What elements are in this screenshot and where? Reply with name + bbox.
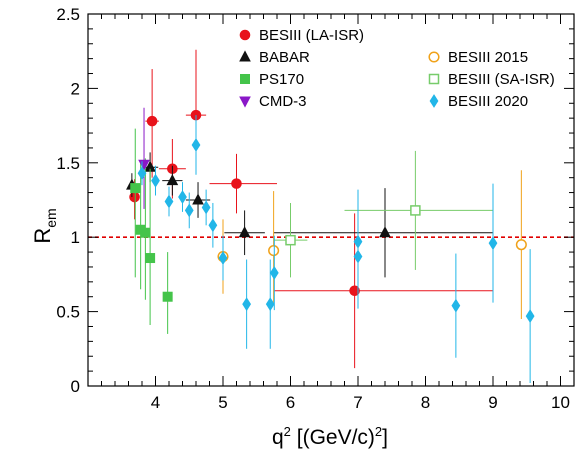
- legend-item: CMD-3: [239, 93, 307, 110]
- data-point: [192, 193, 204, 205]
- data-point: [379, 226, 391, 238]
- legend-item: BABAR: [239, 49, 310, 66]
- data-point: [137, 166, 147, 181]
- data-point: [353, 249, 363, 264]
- legend-label: PS170: [259, 71, 304, 88]
- data-point: [129, 191, 140, 203]
- legend-marker: [429, 94, 439, 108]
- data-point: [488, 236, 498, 251]
- data-point: [285, 234, 296, 246]
- data-point: [166, 174, 179, 186]
- legend-marker: [240, 74, 250, 84]
- data-point: [178, 190, 187, 204]
- series-ps170: [130, 128, 173, 334]
- data-point: [268, 245, 280, 257]
- legend-label: BESIII (LA-ISR): [259, 27, 364, 44]
- legend-item: BESIII (LA-ISR): [239, 27, 364, 44]
- series-besiii-2015: [217, 170, 527, 320]
- x-tick-label: 9: [488, 393, 497, 412]
- legend: BESIII (LA-ISR) BABAR PS170 CMD-3 BESIII 201…: [239, 27, 555, 110]
- data-point: [191, 138, 201, 152]
- data-point: [184, 203, 194, 218]
- data-point: [238, 226, 251, 238]
- y-tick-label: 1.5: [56, 154, 80, 173]
- x-tick-label: 5: [218, 393, 227, 412]
- legend-item: BESIII (SA-ISR): [428, 71, 555, 88]
- y-tick-label: 0: [71, 377, 80, 396]
- x-tick-label: 4: [151, 393, 160, 412]
- series-besiii-2020: [137, 115, 535, 384]
- legend-label: BESIII (SA-ISR): [448, 71, 555, 88]
- data-point: [208, 218, 218, 233]
- data-point: [162, 291, 173, 302]
- y-tick-label: 2: [71, 79, 80, 98]
- data-point: [231, 178, 242, 189]
- x-axis-title: q2 [(GeV/c)2]: [272, 424, 388, 449]
- legend-label: CMD-3: [259, 93, 307, 110]
- legend-label: BESIII 2020: [448, 93, 528, 110]
- data-point: [349, 285, 360, 297]
- legend-marker: [239, 29, 251, 41]
- data-point: [269, 265, 279, 280]
- y-tick-label: 2.5: [56, 5, 80, 24]
- y-tick-label: 0.5: [56, 303, 80, 322]
- legend-item: PS170: [240, 71, 304, 88]
- x-tick-label: 10: [551, 393, 570, 412]
- data-point: [451, 298, 461, 313]
- data-point: [242, 297, 252, 312]
- data-point: [151, 173, 160, 188]
- data-point: [218, 251, 228, 265]
- axis-ticks: 4 5 6 7 8 9 10 0 0.5 1 1.5 2 2.5: [56, 5, 575, 412]
- legend-label: BABAR: [259, 49, 310, 66]
- y-tick-label: 1: [71, 228, 80, 247]
- legend-item: BESIII 2020: [429, 93, 528, 110]
- data-layer: [88, 49, 574, 384]
- x-tick-label: 6: [286, 393, 295, 412]
- data-point: [164, 194, 174, 209]
- data-point: [130, 183, 141, 194]
- y-axis-title: Rem: [30, 208, 59, 243]
- data-point: [145, 253, 156, 264]
- series-besiii-sa-isr: [273, 150, 493, 278]
- legend-marker: [428, 51, 440, 63]
- data-point: [515, 239, 527, 251]
- data-point: [525, 309, 535, 323]
- data-point: [201, 200, 211, 215]
- x-tick-label: 8: [421, 393, 430, 412]
- legend-marker: [428, 73, 440, 85]
- legend-marker: [239, 96, 251, 108]
- data-point: [265, 297, 275, 312]
- data-point: [140, 227, 151, 238]
- x-tick-label: 7: [353, 393, 362, 412]
- legend-label: BESIII 2015: [448, 49, 528, 66]
- data-point: [410, 205, 421, 216]
- legend-marker: [239, 50, 251, 62]
- legend-item: BESIII 2015: [428, 49, 528, 66]
- data-point: [146, 115, 158, 127]
